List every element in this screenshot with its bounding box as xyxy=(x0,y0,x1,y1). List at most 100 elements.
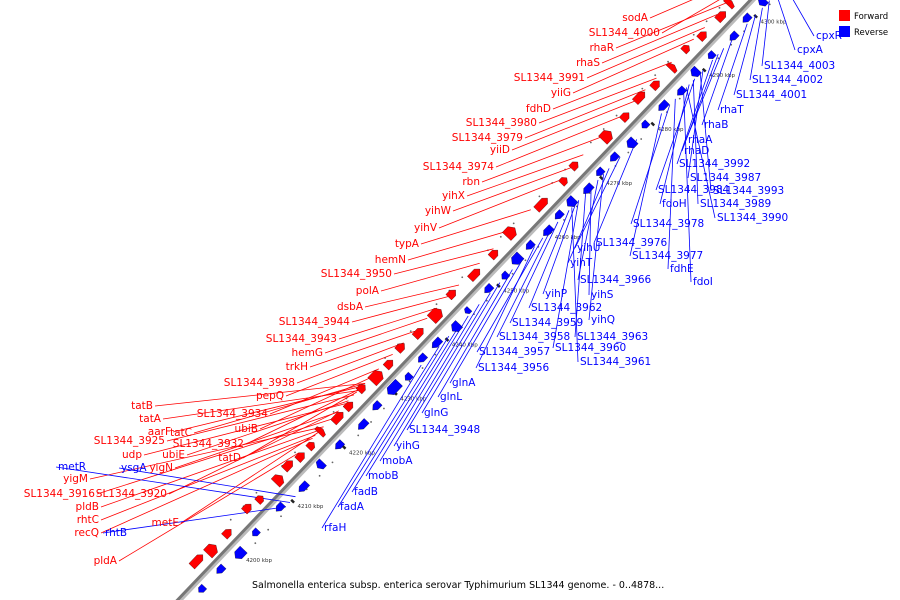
forward-gene-sl1344-3944[interactable]: SL1344_3944 xyxy=(279,316,351,328)
forward-gene-sl1344-3980[interactable]: SL1344_3980 xyxy=(466,117,537,129)
forward-gene-arrow[interactable] xyxy=(281,460,293,473)
forward-gene-soda[interactable]: sodA xyxy=(622,12,649,24)
reverse-gene-arrow[interactable] xyxy=(742,12,753,23)
reverse-gene-sl1344-3948[interactable]: SL1344_3948 xyxy=(409,424,480,436)
reverse-gene-arrow[interactable] xyxy=(554,209,565,220)
reverse-gene-arrow[interactable] xyxy=(525,239,536,250)
forward-gene-arrow[interactable] xyxy=(598,130,613,145)
forward-gene-sl1344-3991[interactable]: SL1344_3991 xyxy=(514,72,585,84)
forward-gene-mete[interactable]: metE xyxy=(152,517,179,529)
forward-gene-rhas[interactable]: rhaS xyxy=(576,57,600,69)
forward-gene-arrow[interactable] xyxy=(221,529,232,540)
forward-gene-plda[interactable]: pldA xyxy=(94,555,118,567)
forward-gene-arrow[interactable] xyxy=(241,503,252,515)
reverse-gene-glnl[interactable]: glnL xyxy=(440,391,462,403)
forward-gene-sl1344-3934[interactable]: SL1344_3934 xyxy=(197,408,269,420)
forward-gene-arrow[interactable] xyxy=(330,412,344,426)
reverse-gene-arrow[interactable] xyxy=(418,352,429,363)
reverse-gene-mobb[interactable]: mobB xyxy=(368,470,399,482)
reverse-gene-yiht[interactable]: yihT xyxy=(570,257,593,269)
reverse-gene-sl1344-3978[interactable]: SL1344_3978 xyxy=(633,218,704,230)
reverse-gene-rhtb[interactable]: rhtB xyxy=(105,527,127,539)
reverse-gene-sl1344-3987[interactable]: SL1344_3987 xyxy=(690,172,761,184)
forward-gene-arrow[interactable] xyxy=(631,91,646,105)
forward-gene-arrow[interactable] xyxy=(254,495,264,505)
reverse-gene-sl1344-3960[interactable]: SL1344_3960 xyxy=(555,342,626,354)
reverse-gene-arrow[interactable] xyxy=(315,458,327,470)
forward-gene-pepq[interactable]: pepQ xyxy=(256,390,284,402)
forward-gene-arrow[interactable] xyxy=(502,226,517,241)
forward-gene-aarf[interactable]: aarF xyxy=(148,426,171,438)
reverse-gene-yihu[interactable]: yihU xyxy=(577,242,600,254)
forward-gene-arrow[interactable] xyxy=(680,44,690,55)
forward-gene-sl1344-3974[interactable]: SL1344_3974 xyxy=(423,161,495,173)
forward-gene-hemn[interactable]: hemN xyxy=(375,254,406,266)
forward-gene-yign[interactable]: yigN xyxy=(149,462,173,474)
forward-gene-hemg[interactable]: hemG xyxy=(292,347,323,359)
reverse-gene-sl1344-3966[interactable]: SL1344_3966 xyxy=(580,274,652,286)
reverse-gene-arrow[interactable] xyxy=(484,282,495,294)
forward-gene-arrow[interactable] xyxy=(618,112,630,123)
forward-gene-yiig[interactable]: yiiG xyxy=(551,87,571,99)
forward-gene-arrow[interactable] xyxy=(714,11,726,24)
forward-gene-arrow[interactable] xyxy=(649,80,660,92)
reverse-gene-cpxa[interactable]: cpxA xyxy=(797,44,824,56)
reverse-gene-arrow[interactable] xyxy=(372,400,383,411)
reverse-gene-arrow[interactable] xyxy=(641,119,651,129)
forward-gene-arrow[interactable] xyxy=(467,268,481,283)
reverse-gene-rhaa[interactable]: rhaA xyxy=(688,134,713,146)
forward-gene-yihw[interactable]: yihW xyxy=(425,205,452,217)
reverse-gene-arrow[interactable] xyxy=(596,166,606,176)
reverse-gene-arrow[interactable] xyxy=(275,501,286,512)
reverse-gene-arrow[interactable] xyxy=(358,418,370,430)
reverse-gene-arrow[interactable] xyxy=(758,0,769,7)
reverse-gene-arrow[interactable] xyxy=(234,545,248,559)
reverse-gene-rfah[interactable]: rfaH xyxy=(324,522,346,534)
forward-gene-arrow[interactable] xyxy=(367,370,384,387)
reverse-gene-metr[interactable]: metR xyxy=(58,461,86,473)
reverse-gene-arrow[interactable] xyxy=(543,224,555,236)
forward-gene-tatd[interactable]: tatD xyxy=(218,452,241,464)
forward-gene-arrow[interactable] xyxy=(305,441,315,452)
reverse-gene-fdhe[interactable]: fdhE xyxy=(670,263,694,275)
forward-gene-rhar[interactable]: rhaR xyxy=(589,42,614,54)
reverse-gene-sl1344-3961[interactable]: SL1344_3961 xyxy=(580,356,651,368)
forward-gene-dsba[interactable]: dsbA xyxy=(337,301,364,313)
forward-gene-recq[interactable]: recQ xyxy=(74,527,99,539)
forward-gene-arrow[interactable] xyxy=(445,289,456,301)
forward-gene-sl1344-3943[interactable]: SL1344_3943 xyxy=(266,333,337,345)
forward-gene-arrow[interactable] xyxy=(203,543,218,559)
reverse-gene-sl1344-3984[interactable]: SL1344_3984 xyxy=(658,184,730,196)
forward-gene-arrow[interactable] xyxy=(426,308,443,324)
reverse-gene-moba[interactable]: mobA xyxy=(382,455,413,467)
reverse-gene-arrow[interactable] xyxy=(677,85,688,96)
forward-gene-arrow[interactable] xyxy=(665,62,678,74)
reverse-gene-sl1344-3959[interactable]: SL1344_3959 xyxy=(512,317,583,329)
forward-gene-rbn[interactable]: rbn xyxy=(462,176,480,188)
reverse-gene-sl1344-3963[interactable]: SL1344_3963 xyxy=(577,331,648,343)
reverse-gene-arrow[interactable] xyxy=(451,320,464,332)
reverse-gene-fdoh[interactable]: fdoH xyxy=(662,198,687,210)
forward-gene-ubie[interactable]: ubiE xyxy=(162,449,185,461)
reverse-gene-yihp[interactable]: yihP xyxy=(545,288,567,300)
forward-gene-arrow[interactable] xyxy=(696,31,707,42)
reverse-gene-arrow[interactable] xyxy=(404,371,414,381)
reverse-gene-sl1344-3976[interactable]: SL1344_3976 xyxy=(596,237,668,249)
reverse-gene-yihs[interactable]: yihS xyxy=(591,289,614,301)
reverse-gene-glng[interactable]: glnG xyxy=(424,407,448,419)
forward-gene-typa[interactable]: typA xyxy=(395,238,420,250)
forward-gene-tatc[interactable]: tatC xyxy=(170,427,192,439)
reverse-gene-arrow[interactable] xyxy=(198,583,208,593)
reverse-gene-sl1344-3962[interactable]: SL1344_3962 xyxy=(531,302,602,314)
forward-gene-trkh[interactable]: trkH xyxy=(286,361,308,373)
reverse-gene-sl1344-3990[interactable]: SL1344_3990 xyxy=(717,212,788,224)
forward-gene-sl1344-4000[interactable]: SL1344_4000 xyxy=(589,27,660,39)
forward-gene-arrow[interactable] xyxy=(294,452,305,463)
reverse-gene-sl1344-3977[interactable]: SL1344_3977 xyxy=(632,250,703,262)
reverse-gene-arrow[interactable] xyxy=(511,251,525,265)
reverse-gene-sl1344-3957[interactable]: SL1344_3957 xyxy=(479,346,550,358)
reverse-gene-rhad[interactable]: rhaD xyxy=(684,145,709,157)
reverse-gene-ysga[interactable]: ysgA xyxy=(121,462,147,474)
forward-gene-arrow[interactable] xyxy=(487,249,499,261)
reverse-gene-arrow[interactable] xyxy=(566,195,579,207)
